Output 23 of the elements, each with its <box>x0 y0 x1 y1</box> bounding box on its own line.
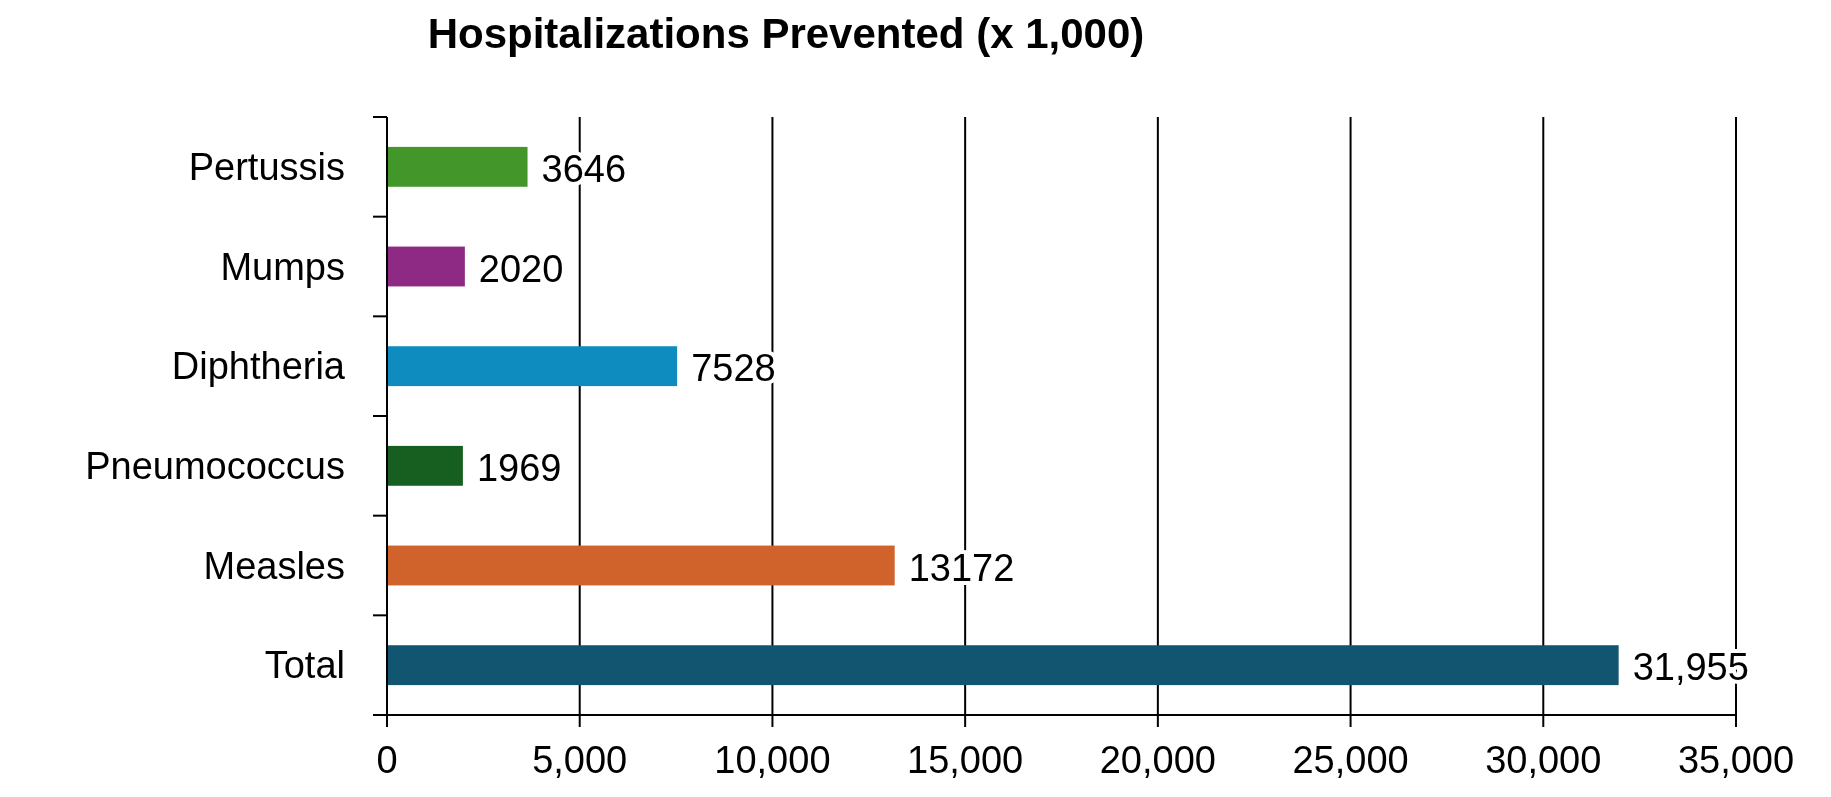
data-label: 1969 <box>476 447 562 490</box>
data-label: 2020 <box>478 247 564 290</box>
y-tick-label: Pneumococcus <box>85 445 345 488</box>
y-tick-label: Diphtheria <box>171 345 346 388</box>
x-tick-label: 25,000 <box>1292 739 1409 781</box>
bar <box>387 346 678 387</box>
x-tick-label: 0 <box>376 739 398 781</box>
bar <box>387 146 528 187</box>
y-tick-label: Measles <box>203 544 345 587</box>
x-tick-label: 35,000 <box>1677 739 1795 781</box>
bar <box>387 445 463 486</box>
y-tick-label: Total <box>264 644 345 687</box>
chart-title: Hospitalizations Prevented (x 1,000) <box>427 10 1145 57</box>
x-tick-label: 20,000 <box>1099 739 1216 781</box>
y-tick-label: Mumps <box>220 245 345 288</box>
bar <box>387 645 1619 686</box>
x-tick-label: 30,000 <box>1485 739 1602 781</box>
y-tick-label: Pertussis <box>188 146 345 189</box>
x-tick-label: 10,000 <box>714 739 831 781</box>
x-tick-label: 5,000 <box>532 739 628 781</box>
bar <box>387 246 465 287</box>
bar <box>387 545 895 586</box>
x-tick-label: 15,000 <box>907 739 1024 781</box>
